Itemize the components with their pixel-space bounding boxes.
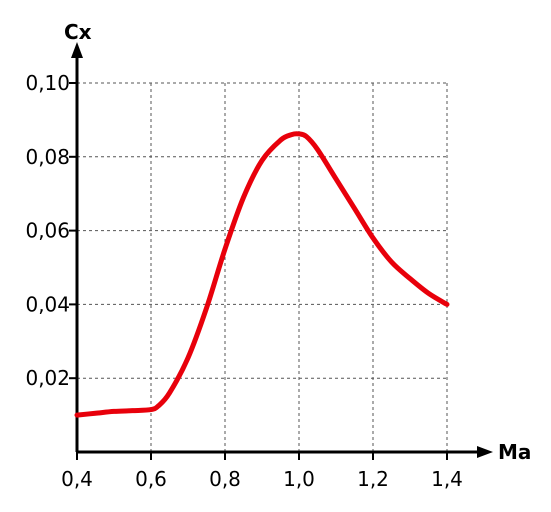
x-tick-label: 0,6 xyxy=(135,467,167,491)
y-axis-arrow-icon xyxy=(71,42,83,58)
tick-labels: 0,4 0,6 0,8 1,0 1,2 1,4 0,02 0,04 0,06 0,08 0,10 xyxy=(25,71,462,491)
x-axis-arrow-icon xyxy=(477,446,493,458)
y-tick-label: 0,08 xyxy=(25,145,70,169)
y-tick-label: 0,06 xyxy=(25,219,70,243)
grid xyxy=(77,82,448,452)
x-tick-label: 0,8 xyxy=(209,467,241,491)
series xyxy=(74,131,450,418)
y-tick-label: 0,04 xyxy=(25,292,70,316)
series-line xyxy=(74,131,450,418)
x-axis-title: Ma xyxy=(498,440,531,464)
axes: Cx Ma xyxy=(64,20,531,464)
y-axis-title: Cx xyxy=(64,20,92,44)
x-tick-label: 0,4 xyxy=(61,467,93,491)
y-tick-label: 0,10 xyxy=(25,71,70,95)
x-tick-label: 1,2 xyxy=(357,467,389,491)
x-tick-label: 1,4 xyxy=(431,467,463,491)
x-tick-label: 1,0 xyxy=(283,467,315,491)
y-tick-label: 0,02 xyxy=(25,366,70,390)
